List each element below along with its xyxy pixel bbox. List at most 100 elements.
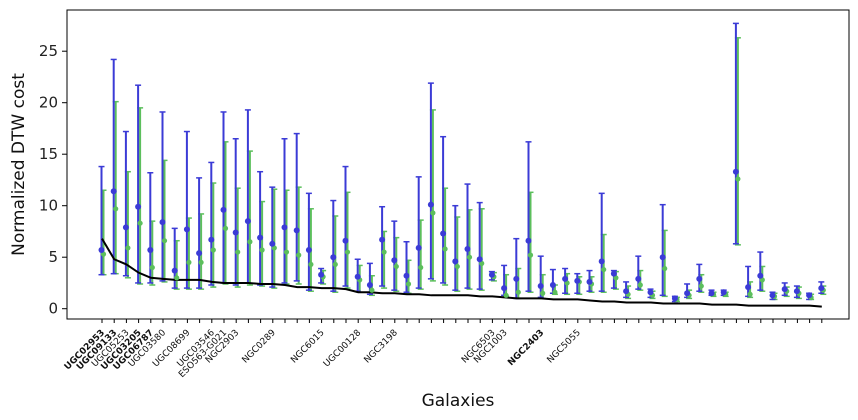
green-point — [552, 289, 558, 295]
blue-point — [623, 288, 630, 295]
y-tick-label: 5 — [48, 248, 58, 266]
green-point — [198, 259, 204, 265]
error-bars — [98, 22, 827, 303]
blue-point — [342, 237, 349, 244]
blue-point — [232, 229, 239, 236]
green-point — [137, 220, 143, 226]
blue-point — [745, 284, 752, 291]
blue-point — [769, 292, 776, 299]
blue-point — [196, 250, 203, 257]
green-point — [113, 206, 119, 212]
blue-point — [281, 224, 288, 231]
baseline-line — [101, 238, 822, 308]
green-point — [296, 252, 302, 258]
blue-point — [635, 275, 642, 282]
y-tick-label: 0 — [48, 300, 58, 318]
blue-point — [781, 286, 788, 293]
green-point — [442, 246, 448, 252]
blue-point — [513, 275, 520, 282]
green-point — [210, 247, 216, 253]
green-point — [222, 225, 229, 231]
blue-point — [708, 290, 715, 297]
blue-point — [257, 234, 264, 241]
blue-point — [488, 271, 495, 278]
blue-point — [501, 285, 508, 292]
blue-point — [610, 270, 617, 277]
green-point — [418, 264, 424, 271]
blue-point — [671, 295, 678, 302]
blue-point — [244, 218, 251, 225]
baseline-series — [101, 238, 822, 308]
blue-point — [793, 288, 800, 295]
green-point — [332, 261, 338, 268]
blue-point — [647, 289, 654, 296]
green-point — [735, 176, 741, 182]
blue-point — [305, 246, 312, 253]
blue-point — [525, 237, 532, 244]
x-axis: UGC02953UGC09133UGC05253UGC03205UGC06787… — [63, 319, 823, 380]
green-point — [747, 291, 753, 297]
y-tick-label: 10 — [39, 197, 58, 215]
plot-frame — [66, 9, 850, 320]
green-point — [174, 275, 180, 281]
blue-point — [537, 283, 544, 290]
data-points — [98, 168, 826, 303]
blue-point — [574, 277, 581, 284]
green-point — [283, 249, 290, 255]
green-point — [149, 264, 155, 271]
blue-point — [732, 168, 739, 175]
green-point — [235, 249, 241, 255]
x-tick-label: NGC2403 — [506, 328, 546, 368]
x-tick-label: UGC00128 — [322, 328, 364, 370]
y-tick-label: 15 — [39, 145, 58, 163]
blue-point — [147, 246, 154, 253]
blue-point — [757, 272, 764, 279]
blue-point — [415, 244, 422, 251]
blue-point — [391, 257, 398, 264]
blue-point — [122, 224, 129, 231]
blue-point — [549, 282, 556, 289]
blue-point — [293, 227, 300, 234]
blue-point — [98, 246, 105, 253]
blue-point — [806, 292, 813, 299]
blue-point — [366, 282, 373, 289]
green-point — [515, 289, 521, 295]
green-point — [186, 259, 192, 265]
blue-point — [110, 188, 117, 195]
y-tick-label: 25 — [39, 42, 58, 60]
x-tick-label: NGC3198 — [363, 328, 401, 366]
green-point — [601, 266, 607, 273]
blue-point — [171, 267, 178, 274]
green-point — [503, 292, 509, 298]
blue-point — [440, 230, 447, 237]
blue-point — [379, 236, 386, 243]
blue-point — [720, 289, 727, 296]
blue-point — [135, 203, 142, 210]
green-point — [662, 265, 668, 272]
green-point — [637, 282, 643, 288]
blue-point — [427, 201, 434, 208]
blue-point — [269, 240, 276, 247]
blue-point — [403, 272, 410, 279]
blue-point — [159, 219, 166, 226]
x-tick-label: NGC0289 — [241, 328, 279, 366]
blue-point — [586, 278, 593, 285]
x-tick-label: NGC5055 — [546, 328, 583, 365]
green-point — [125, 245, 131, 251]
y-axis: 0 5 10 15 20 25 — [39, 42, 67, 318]
green-point — [161, 238, 168, 244]
blue-point — [318, 271, 325, 278]
blue-point — [684, 290, 691, 297]
green-point — [405, 281, 412, 287]
x-tick-label: NGC6015 — [289, 328, 326, 365]
blue-point — [464, 245, 471, 252]
blue-point — [696, 275, 703, 282]
x-axis-title: Galaxies — [422, 391, 495, 411]
green-point — [259, 247, 265, 253]
green-point — [527, 252, 534, 258]
green-point — [393, 263, 399, 270]
blue-point — [659, 254, 666, 261]
y-axis-title: Normalized DTW cost — [9, 73, 29, 256]
blue-point — [208, 236, 215, 243]
